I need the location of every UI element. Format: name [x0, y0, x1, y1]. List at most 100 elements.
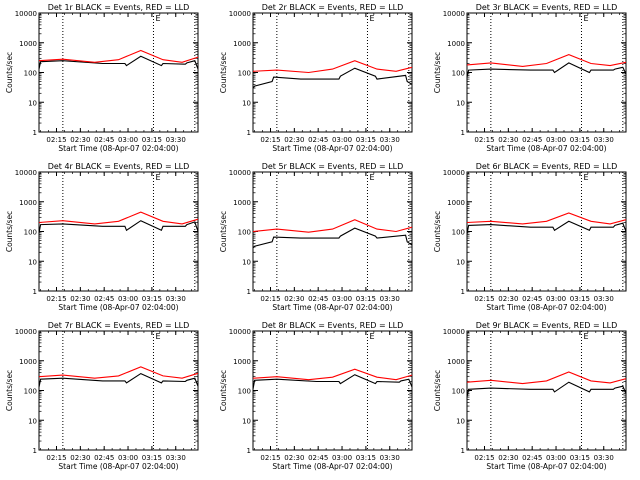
panel-title: Det 4r BLACK = Events, RED = LLD [48, 162, 190, 171]
x-tick-label: 03:00 [118, 136, 138, 144]
x-tick-label: 02:30 [498, 295, 518, 303]
y-tick-label: 1 [461, 447, 465, 455]
y-tick-label: 10 [242, 417, 251, 425]
plot-frame [38, 171, 199, 292]
corner-label: E [583, 14, 588, 23]
y-tick-label: 1 [247, 288, 251, 296]
x-tick-label: 02:30 [70, 295, 90, 303]
y-tick-label: 1000 [233, 40, 251, 48]
y-tick-label: 100 [238, 70, 251, 78]
x-axis-title: Start Time (08-Apr-07 02:04:00) [272, 144, 392, 153]
corner-label: E [155, 173, 160, 182]
y-tick-label: 1 [247, 447, 251, 455]
y-tick-label: 10 [242, 258, 251, 266]
series-lld-line [252, 368, 413, 381]
x-tick-label: 02:45 [522, 454, 542, 462]
x-tick-label: 02:30 [284, 136, 304, 144]
corner-label: E [369, 173, 374, 182]
panel-title: Det 1r BLACK = Events, RED = LLD [48, 3, 190, 12]
y-tick-label: 1000 [19, 40, 37, 48]
panel-det-9: Det 9r BLACK = Events, RED = LLD 1 10 100 10… [433, 321, 627, 471]
panel-det-4: Det 4r BLACK = Events, RED = LLD 1 10 100 10… [5, 162, 199, 312]
x-tick-label: 03:30 [594, 136, 614, 144]
y-tick-label: 10 [28, 258, 37, 266]
x-tick-label: 03:30 [594, 454, 614, 462]
x-axis-title: Start Time (08-Apr-07 02:04:00) [58, 144, 178, 153]
y-tick-label: 100 [452, 229, 465, 237]
panel-title: Det 2r BLACK = Events, RED = LLD [262, 3, 404, 12]
series-lld-line [38, 49, 199, 63]
panel-det-3: Det 3r BLACK = Events, RED = LLD 1 10 100 10… [433, 3, 627, 153]
series-lld-line [466, 371, 627, 385]
x-tick-label: 02:15 [474, 136, 494, 144]
series-lld-line [38, 366, 199, 379]
x-axis-title: Start Time (08-Apr-07 02:04:00) [58, 303, 178, 312]
x-tick-label: 02:15 [260, 295, 280, 303]
x-axis-title: Start Time (08-Apr-07 02:04:00) [486, 144, 606, 153]
y-tick-label: 1000 [19, 358, 37, 366]
x-tick-label: 02:15 [46, 295, 66, 303]
x-tick-label: 02:30 [284, 454, 304, 462]
x-tick-label: 03:00 [546, 136, 566, 144]
x-tick-label: 03:30 [380, 295, 400, 303]
series-lld-line [466, 54, 627, 67]
y-axis-title: Counts/sec [5, 211, 14, 252]
panel-title: Det 8r BLACK = Events, RED = LLD [262, 321, 404, 330]
x-tick-label: 03:30 [380, 136, 400, 144]
y-axis-title: Counts/sec [433, 52, 442, 93]
x-tick-label: 03:15 [356, 295, 376, 303]
x-tick-label: 02:15 [46, 454, 66, 462]
y-tick-label: 100 [238, 388, 251, 396]
y-tick-label: 10 [28, 417, 37, 425]
corner-label: E [583, 173, 588, 182]
x-tick-label: 02:45 [94, 454, 114, 462]
y-tick-label: 1000 [447, 199, 465, 207]
panel-det-1: Det 1r BLACK = Events, RED = LLD 1 10 100 10… [5, 3, 199, 153]
y-tick-label: 100 [452, 388, 465, 396]
plot-frame [252, 330, 413, 451]
x-tick-label: 02:45 [308, 136, 328, 144]
x-tick-label: 02:15 [474, 295, 494, 303]
series-events-line [38, 372, 199, 388]
x-tick-label: 03:00 [332, 295, 352, 303]
y-axis-title: Counts/sec [219, 370, 228, 411]
corner-label: E [369, 332, 374, 341]
x-tick-label: 03:00 [546, 454, 566, 462]
plot-frame [466, 12, 627, 133]
y-tick-label: 10000 [15, 169, 37, 177]
y-axis-title: Counts/sec [433, 211, 442, 252]
corner-label: E [155, 332, 160, 341]
y-tick-label: 10000 [229, 10, 251, 18]
y-tick-label: 1000 [19, 199, 37, 207]
x-tick-label: 02:30 [498, 136, 518, 144]
x-tick-label: 02:30 [284, 295, 304, 303]
panel-title: Det 6r BLACK = Events, RED = LLD [476, 162, 618, 171]
x-tick-label: 03:00 [118, 454, 138, 462]
x-tick-label: 03:00 [332, 454, 352, 462]
y-tick-label: 10000 [15, 10, 37, 18]
series-events-line [252, 227, 413, 249]
plot-frame [466, 330, 627, 451]
y-axis-title: Counts/sec [219, 52, 228, 93]
y-axis-title: Counts/sec [219, 211, 228, 252]
plot-frame [466, 171, 627, 292]
series-events-line [466, 381, 627, 398]
y-tick-label: 10 [456, 99, 465, 107]
y-tick-label: 1000 [447, 358, 465, 366]
plot-frame [38, 12, 199, 133]
x-tick-label: 03:30 [594, 295, 614, 303]
y-axis-title: Counts/sec [5, 370, 14, 411]
y-tick-label: 1 [33, 447, 37, 455]
y-axis-title: Counts/sec [5, 52, 14, 93]
panel-det-5: Det 5r BLACK = Events, RED = LLD 1 10 100 10… [219, 162, 413, 312]
panel-det-8: Det 8r BLACK = Events, RED = LLD 1 10 100 10… [219, 321, 413, 471]
x-axis-title: Start Time (08-Apr-07 02:04:00) [272, 462, 392, 471]
x-tick-label: 02:30 [70, 136, 90, 144]
corner-label: E [583, 332, 588, 341]
x-tick-label: 02:45 [522, 295, 542, 303]
series-events-line [38, 220, 199, 234]
y-tick-label: 1000 [447, 40, 465, 48]
y-tick-label: 1 [247, 129, 251, 137]
x-tick-label: 03:30 [166, 454, 186, 462]
x-tick-label: 02:15 [260, 136, 280, 144]
